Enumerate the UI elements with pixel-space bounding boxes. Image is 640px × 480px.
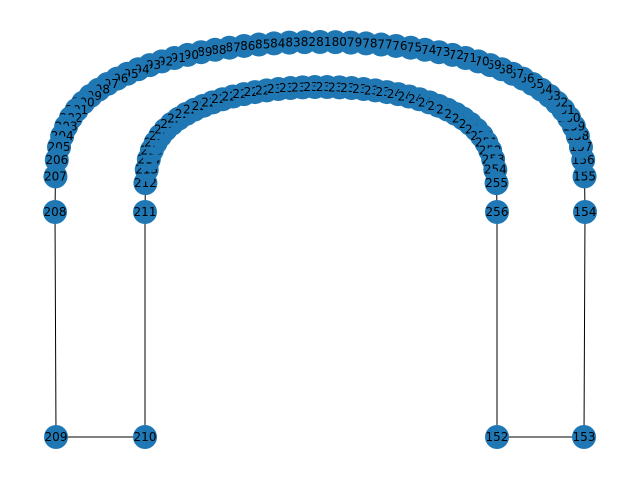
node-circle (485, 200, 509, 224)
graph-edge (54, 211, 57, 438)
node-circle (44, 425, 68, 449)
node-label: 207 (44, 169, 67, 183)
node-circle (133, 425, 157, 449)
node-circle (43, 164, 68, 189)
node-label: 152 (486, 430, 509, 444)
graph-node: 256 (485, 200, 509, 224)
node-circle (43, 200, 67, 224)
graph-node: 207 (43, 164, 68, 189)
graph-node: 152 (485, 425, 509, 449)
node-label: 255 (485, 176, 508, 190)
node-label: 209 (45, 430, 68, 444)
graph-nodes: 1531541551561571581591601611621631641651… (43, 30, 597, 449)
graph-node: 210 (133, 425, 157, 449)
graph-edge (583, 211, 586, 438)
node-label: 208 (44, 205, 67, 219)
graph-node: 211 (133, 200, 157, 224)
graph-node: 153 (572, 425, 596, 449)
graph-edges (54, 41, 586, 438)
node-label: 211 (134, 205, 157, 219)
node-label: 256 (486, 205, 509, 219)
node-circle (484, 171, 509, 196)
node-label: 154 (574, 205, 597, 219)
node-circle (573, 200, 597, 224)
graph-node: 208 (43, 200, 67, 224)
graph-node: 255 (484, 171, 509, 196)
graph-node: 209 (44, 425, 68, 449)
node-label: 210 (134, 430, 157, 444)
node-circle (133, 200, 157, 224)
node-circle (485, 425, 509, 449)
graph-node: 154 (573, 200, 597, 224)
node-label: 155 (573, 169, 596, 183)
node-label: 153 (573, 430, 596, 444)
node-circle (572, 425, 596, 449)
node-label: 206 (45, 153, 68, 167)
